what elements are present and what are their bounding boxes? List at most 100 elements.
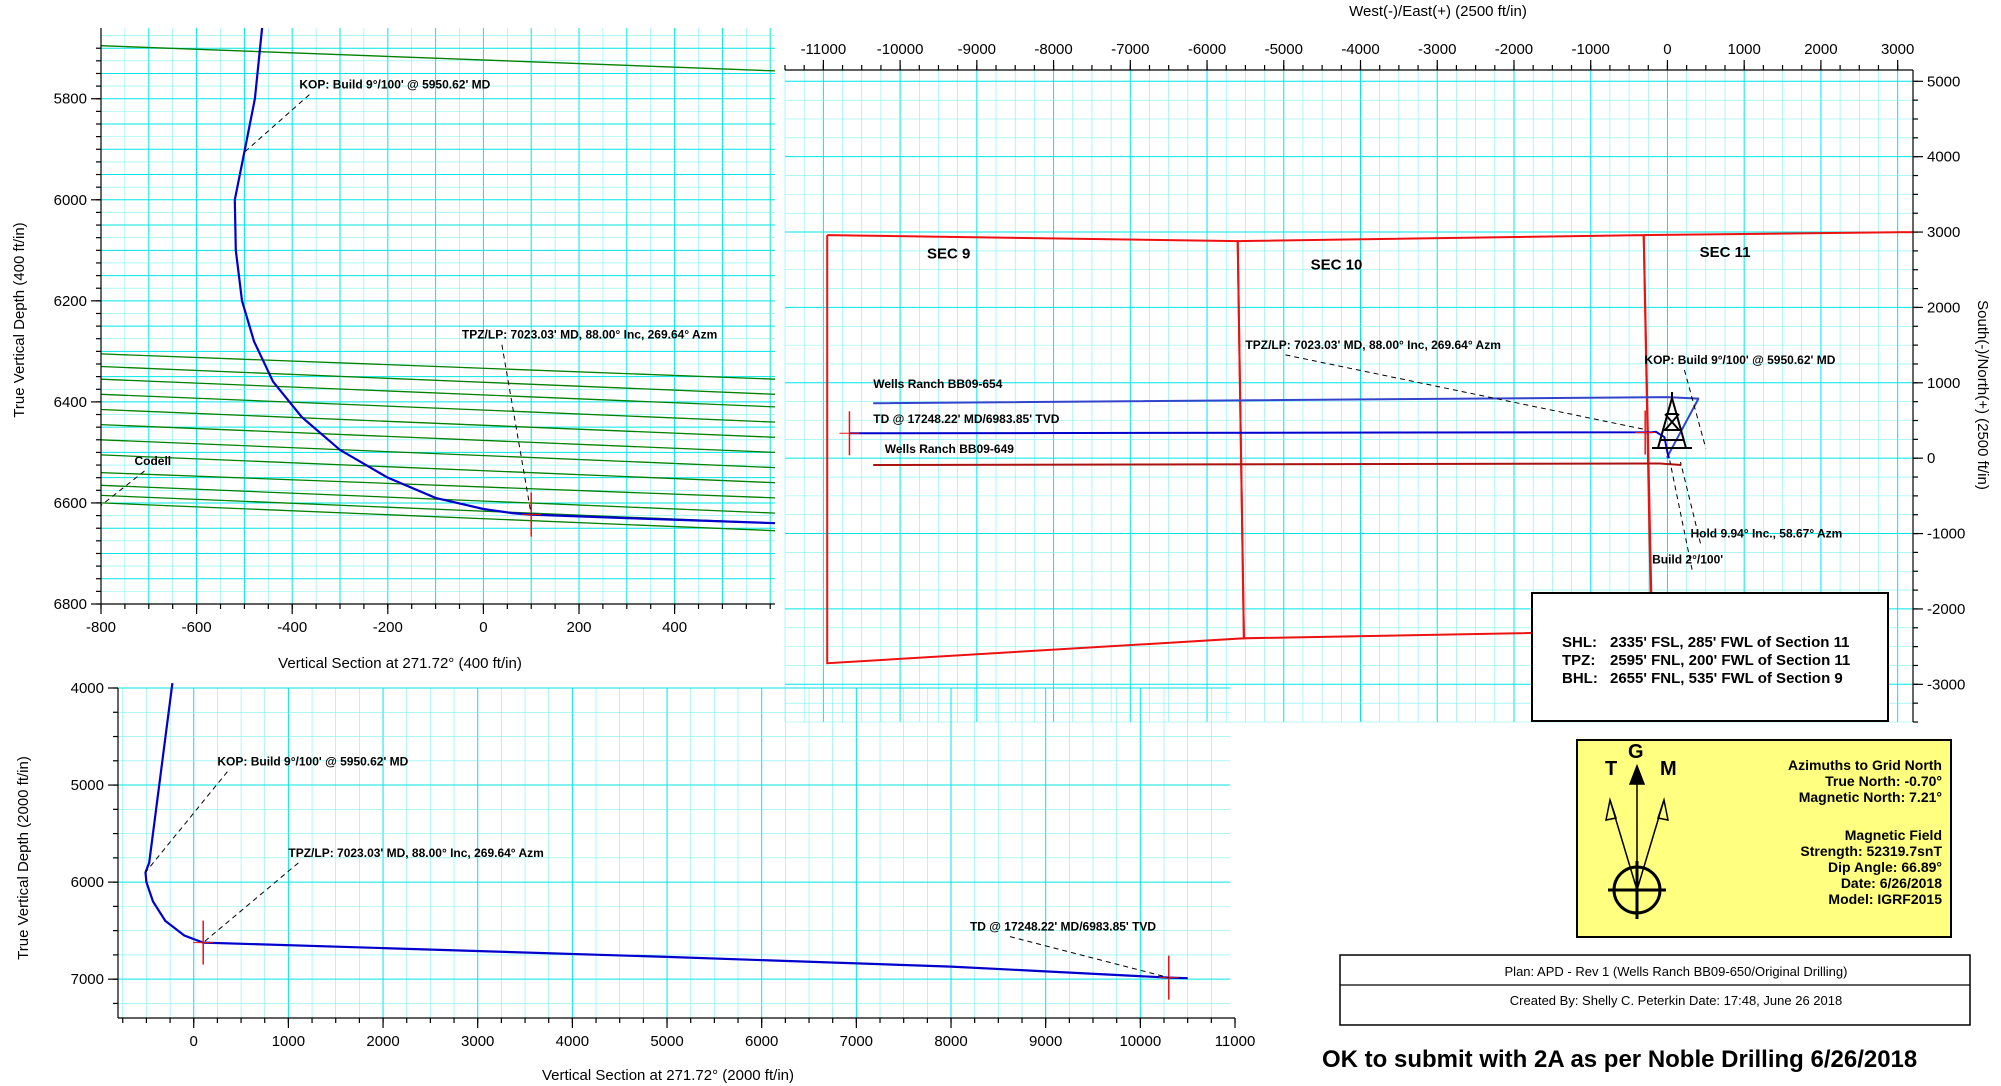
north-box-line: Strength: 52319.7snT [1800,843,1942,859]
approval-note: OK to submit with 2A as per Noble Drilli… [1322,1046,1917,1073]
x-tick-label: -10000 [877,41,924,58]
x-tick-label: -1000 [1572,41,1610,58]
north-box-line: Date: 6/26/2018 [1841,875,1942,891]
x-tick-label: 400 [662,619,687,636]
x-tick-label: 6000 [745,1033,778,1050]
shl-value: 2335' FSL, 285' FWL of Section 11 [1610,634,1849,651]
x-tick-label: -7000 [1111,41,1149,58]
formation-line [100,423,776,454]
y-tick-label: 5000 [1927,73,1960,90]
annotation-label: TD @ 17248.22' MD/6983.85' TVD [970,920,1156,934]
annotation-leader [1009,936,1169,979]
y-tick-label: 2000 [1927,299,1960,316]
x-tick-label: 5000 [650,1033,683,1050]
annotation-leader [202,862,299,943]
formation-line [100,408,776,438]
plan-view-wells: Wells Ranch BB09-654 Wells Ranch BB09-649… [839,377,1700,466]
north-box-line: Model: IGRF2015 [1828,891,1942,907]
well-label: Wells Ranch BB09-654 [873,377,1002,391]
vs-full-xlabel: Vertical Section at 271.72° (2000 ft/in) [542,1067,794,1084]
plan-view-xlabel: West(-)/East(+) (2500 ft/in) [1349,3,1527,20]
north-arrow-icon [1605,763,1669,919]
x-tick-label: -11000 [801,41,847,58]
well-line [849,430,1670,459]
annotation-label: KOP: Build 9°/100' @ 5950.62' MD [1644,353,1835,367]
plan-created: Created By: Shelly C. Peterkin Date: 17:… [1510,993,1842,1008]
x-tick-label: 1000 [272,1033,305,1050]
vs-detail-formations [100,45,776,532]
well-line [873,396,1700,459]
x-tick-label: 9000 [1029,1033,1062,1050]
shl-label: SHL: [1562,634,1597,651]
well-line [873,462,1682,466]
x-tick-label: 4000 [556,1033,589,1050]
bhl-value: 2655' FNL, 535' FWL of Section 9 [1610,670,1843,687]
x-tick-label: 3000 [1881,41,1914,58]
rig-icon [1652,392,1692,449]
y-tick-label: 6000 [71,874,104,891]
section-label: SEC 11 [1700,244,1751,261]
formation-line [100,471,776,499]
x-tick-label: -5000 [1265,41,1303,58]
plan-name: Plan: APD - Rev 1 (Wells Ranch BB09-650/… [1505,964,1848,979]
annotation-leader [1285,354,1646,431]
north-box-line: Magnetic North: 7.21° [1799,789,1942,805]
formation-line [100,45,776,72]
vs-full-panel: 0 1000 2000 3000 4000 5000 6000 7000 8000 9000 100… [15,680,1255,1084]
x-tick-label: 0 [1663,41,1671,58]
x-tick-label: -6000 [1188,41,1226,58]
bhl-label: BHL: [1562,670,1598,687]
section-boundary-11 [1642,235,1653,594]
y-tick-label: 6800 [54,596,87,613]
annotation-label: Hold 9.94° Inc., 58.67° Azm [1690,526,1842,540]
x-tick-label: -2000 [1495,41,1533,58]
y-tick-label: 3000 [1927,224,1960,241]
location-box: SHL: 2335' FSL, 285' FWL of Section 11 T… [1531,592,1889,722]
vs-detail-ylabel: True Vertical Depth (400 ft/in) [11,222,28,417]
annotation-label: Codell [134,454,171,468]
north-letter-g: G [1628,741,1644,763]
formation-line [100,502,776,532]
vs-detail-xlabel: Vertical Section at 271.72° (400 ft/in) [278,655,522,672]
plan-view-annotations: TPZ/LP: 7023.03' MD, 88.00° Inc, 269.64°… [1245,338,1842,570]
annotation-label: TPZ/LP: 7023.03' MD, 88.00° Inc, 269.64°… [288,846,543,860]
annotation-leader [1680,461,1701,544]
plan-info-box: Plan: APD - Rev 1 (Wells Ranch BB09-650/… [1339,954,1971,1026]
vs-full-axes: 0 1000 2000 3000 4000 5000 6000 7000 8000 9000 100… [71,680,1256,1050]
x-tick-label: -3000 [1418,41,1456,58]
vs-full-annotations: KOP: Build 9°/100' @ 5950.62' MD TPZ/LP: … [145,755,1169,979]
y-tick-label: 5000 [71,777,104,794]
x-tick-label: 2000 [1804,41,1837,58]
annotation-label: TPZ/LP: 7023.03' MD, 88.00° Inc, 269.64°… [1245,338,1500,352]
y-tick-label: 7000 [71,971,104,988]
north-box-line: Magnetic Field [1845,827,1942,843]
annotation-label: KOP: Build 9°/100' @ 5950.62' MD [217,755,408,769]
y-tick-label: -3000 [1927,676,1965,693]
x-tick-label: 8000 [934,1033,967,1050]
plan-view-axes: -11000 -10000 -9000 -8000 -7000 -6000 -5000 -40… [784,41,1965,723]
y-tick-label: 6400 [54,394,87,411]
y-tick-label: 1000 [1927,375,1960,392]
y-tick-label: 4000 [71,680,104,697]
plan-info-frame [1339,954,1971,1026]
tpz-value: 2595' FNL, 200' FWL of Section 11 [1610,652,1850,669]
x-tick-label: 11000 [1215,1033,1256,1050]
annotation-label: TPZ/LP: 7023.03' MD, 88.00° Inc, 269.64°… [462,328,717,342]
y-tick-label: 6600 [54,495,87,512]
x-tick-label: 0 [479,619,487,636]
location-box-frame [1531,592,1889,722]
x-tick-label: -200 [373,619,403,636]
well-label: Wells Ranch BB09-649 [885,442,1014,456]
x-tick-label: 1000 [1727,41,1760,58]
x-tick-label: 10000 [1119,1033,1161,1050]
x-tick-label: 0 [190,1033,198,1050]
north-box-line: True North: -0.70° [1825,773,1942,789]
north-box-line: Dip Angle: 66.89° [1828,859,1942,875]
x-tick-label: -4000 [1341,41,1379,58]
annotation-leader [241,94,310,155]
plan-view-ylabel: South(-)/North(+) (2500 ft/in) [1974,300,1991,490]
x-tick-label: -800 [86,619,116,636]
